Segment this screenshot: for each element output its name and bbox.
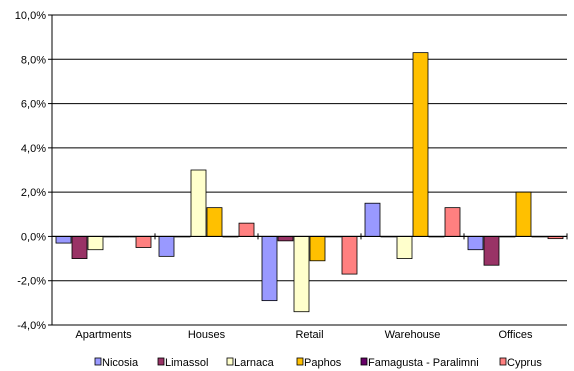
legend-label: Limassol — [165, 357, 208, 369]
x-tick-label: Retail — [295, 329, 323, 341]
y-tick-label: 6,0% — [21, 99, 46, 111]
gridlines — [52, 14, 567, 326]
axes: -4,0% -2,0% 0,0% 2,0% 4,0% 6,0% 8,0% 10,0% Apart… — [15, 10, 568, 341]
legend-swatch — [94, 357, 102, 366]
legend-swatch — [226, 357, 234, 366]
bar-limassol-offices — [483, 236, 500, 266]
bar-cyprus-retail — [341, 236, 358, 275]
bar-nicosia-warehouse — [364, 202, 381, 237]
y-tick-label: 0,0% — [21, 231, 46, 243]
legend-swatch — [499, 357, 507, 366]
legend-swatch — [157, 357, 165, 366]
bar-larnaca-retail — [293, 236, 310, 313]
bar-limassol-retail — [277, 236, 294, 242]
legend-label: Nicosia — [102, 357, 139, 369]
legend-label: Famagusta - Paralimni — [368, 357, 479, 369]
x-tick-label: Apartments — [75, 329, 132, 341]
bar-limassol-apartments — [71, 236, 88, 259]
bar-paphos-houses — [206, 207, 223, 237]
bar-larnaca-warehouse — [396, 236, 413, 259]
bars — [55, 52, 564, 313]
bar-larnaca-apartments — [87, 236, 104, 251]
y-tick-label: 4,0% — [21, 143, 46, 155]
bar-larnaca-houses — [190, 169, 207, 237]
legend-label: Paphos — [304, 357, 342, 369]
y-tick-label: 2,0% — [21, 187, 46, 199]
y-tick-label: -4,0% — [17, 320, 46, 332]
x-tick-label: Offices — [498, 329, 533, 341]
bar-paphos-retail — [309, 236, 326, 262]
y-tick-label: 8,0% — [21, 54, 46, 66]
y-tick-label: 10,0% — [15, 10, 46, 22]
x-tick-label: Houses — [188, 329, 226, 341]
bar-paphos-offices — [515, 191, 532, 237]
bar-cyprus-apartments — [135, 236, 152, 248]
bar-nicosia-retail — [261, 236, 278, 302]
legend-label: Cyprus — [507, 357, 542, 369]
legend-swatch — [296, 357, 304, 366]
bar-paphos-warehouse — [412, 52, 429, 237]
x-tick-label: Warehouse — [385, 329, 441, 341]
bar-cyprus-warehouse — [444, 207, 461, 237]
legend: Nicosia Limassol Larnaca Paphos Famagusta - … — [94, 357, 542, 369]
bar-nicosia-apartments — [55, 236, 72, 244]
bar-cyprus-houses — [238, 222, 255, 237]
y-tick-label: -2,0% — [17, 276, 46, 288]
legend-label: Larnaca — [234, 357, 275, 369]
bar-nicosia-offices — [467, 236, 484, 251]
bar-nicosia-houses — [158, 236, 175, 257]
legend-swatch — [360, 357, 368, 366]
